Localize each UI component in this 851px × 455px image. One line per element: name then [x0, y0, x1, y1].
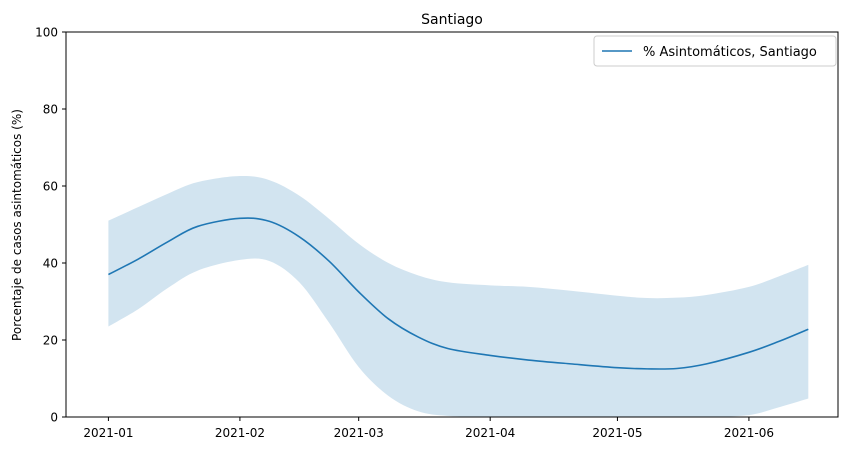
plot-area — [108, 175, 809, 418]
legend-entry-label: % Asintomáticos, Santiago — [643, 45, 817, 60]
x-tick-label: 2021-01 — [83, 426, 133, 440]
y-tick-label: 80 — [43, 103, 58, 117]
x-tick-label: 2021-05 — [592, 426, 642, 440]
chart-title: Santiago — [421, 12, 483, 28]
confidence-band — [108, 175, 809, 418]
legend-frame — [593, 35, 837, 67]
plot-frame — [65, 31, 839, 418]
y-tick-label: 60 — [43, 180, 58, 194]
y-tick-label: 20 — [43, 334, 58, 348]
legend: % Asintomáticos, Santiago — [593, 35, 837, 67]
axes: 0 20 40 60 80 100 2021-01 2021-02 2021-03 2021-04… — [35, 26, 839, 440]
x-tick-label: 2021-06 — [724, 426, 774, 440]
y-tick-label: 40 — [43, 257, 58, 271]
x-tick-label: 2021-03 — [334, 426, 384, 440]
y-tick-label: 0 — [50, 411, 58, 425]
x-tick-label: 2021-02 — [215, 426, 265, 440]
x-tick-label: 2021-04 — [465, 426, 515, 440]
y-axis-label: Porcentaje de casos asintomáticos (%) — [10, 109, 24, 341]
y-tick-label: 100 — [35, 26, 58, 40]
series-line — [108, 217, 809, 370]
